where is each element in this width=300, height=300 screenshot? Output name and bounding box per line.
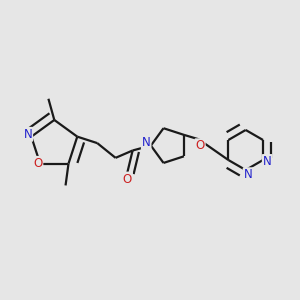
Text: N: N xyxy=(23,128,32,141)
Text: N: N xyxy=(142,136,151,149)
Text: O: O xyxy=(123,172,132,186)
Text: O: O xyxy=(33,157,42,170)
Text: N: N xyxy=(244,168,252,181)
Text: N: N xyxy=(263,155,272,168)
Text: O: O xyxy=(196,139,205,152)
